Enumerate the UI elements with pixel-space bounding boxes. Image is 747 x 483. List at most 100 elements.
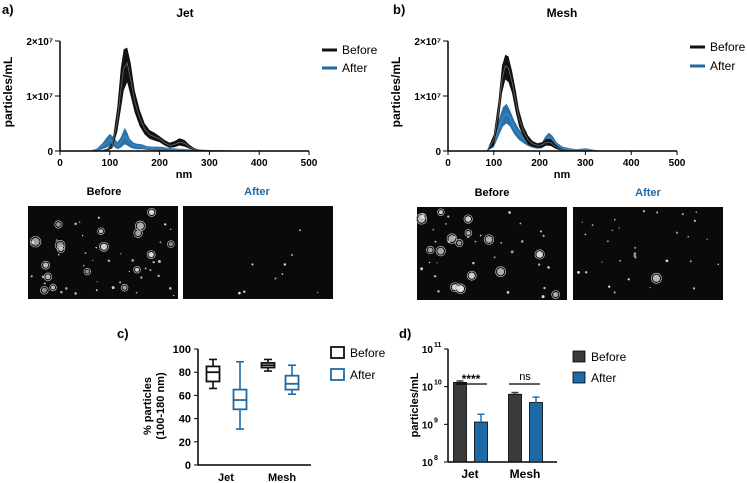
ytick-label: 40 xyxy=(179,414,191,426)
particle xyxy=(81,234,84,237)
particle xyxy=(148,251,154,258)
particle xyxy=(316,291,319,294)
particle xyxy=(448,235,456,243)
particle xyxy=(536,251,543,258)
particle xyxy=(649,287,651,289)
panel-a-micrograph-before xyxy=(28,206,178,299)
particle xyxy=(428,261,431,264)
legend-before-swatch xyxy=(572,350,586,363)
particle-halo xyxy=(455,238,464,248)
particle xyxy=(447,215,450,218)
ytick-label: 100 xyxy=(173,344,191,356)
particle xyxy=(120,253,122,255)
ytick-exponent: 11 xyxy=(434,342,442,349)
panel-b-xlabel: nm xyxy=(554,169,571,181)
particle xyxy=(584,233,587,236)
particle xyxy=(157,274,160,277)
particle xyxy=(619,259,622,262)
particle-halo xyxy=(651,272,662,284)
panel-c-boxes xyxy=(205,358,300,430)
particle xyxy=(437,290,440,293)
particle xyxy=(687,235,690,238)
particle xyxy=(420,214,425,219)
xtick-label: 300 xyxy=(201,158,218,169)
panel-b-before-particles xyxy=(415,208,560,299)
particle xyxy=(601,261,603,263)
particle-halo xyxy=(83,268,91,276)
series-mean-after xyxy=(89,134,240,152)
particle xyxy=(131,258,135,262)
particle xyxy=(274,277,277,280)
particle xyxy=(122,285,127,290)
particle xyxy=(169,228,172,231)
particle xyxy=(627,278,630,281)
particle xyxy=(466,230,471,236)
particle xyxy=(78,221,81,223)
xtick-label: 500 xyxy=(301,158,318,169)
particle xyxy=(136,222,144,230)
particle xyxy=(420,267,424,271)
box-after-mesh xyxy=(284,374,300,391)
particle xyxy=(607,240,609,243)
particle-halo xyxy=(54,240,66,251)
panel-a-micro-after-label: After xyxy=(244,186,270,198)
particle xyxy=(633,252,637,256)
particle xyxy=(521,240,524,243)
particle xyxy=(692,287,696,290)
ytick-label: 80 xyxy=(179,367,191,379)
series-mean-before xyxy=(99,61,210,152)
legend-after-swatch xyxy=(572,371,586,384)
particle xyxy=(500,241,503,244)
particle-halo xyxy=(54,220,63,229)
particle xyxy=(457,285,465,293)
particle-halo xyxy=(426,245,435,255)
particle xyxy=(633,254,637,258)
ytick-exponent: 9 xyxy=(434,417,438,424)
particle xyxy=(144,267,147,270)
particle-halo xyxy=(466,270,477,281)
particle xyxy=(681,213,684,216)
particle-halo xyxy=(40,285,49,295)
particle xyxy=(543,286,546,290)
panel-a-ylabel: particles/mL xyxy=(1,57,15,128)
particle-halo xyxy=(463,214,473,224)
particle-halo xyxy=(133,265,141,274)
panel-d-ylabel: particles/mL xyxy=(409,372,421,437)
particle xyxy=(634,246,637,249)
panel-c-ylabel-line1: % particles xyxy=(142,377,154,435)
particle xyxy=(472,261,475,265)
particle-halo xyxy=(464,229,473,237)
panel-d-legend: Before After xyxy=(572,350,627,385)
particle xyxy=(283,263,287,266)
box-before-jet xyxy=(205,365,221,383)
panel-a-after-particles xyxy=(238,229,319,295)
particle xyxy=(474,240,477,243)
particle xyxy=(84,252,87,255)
particle xyxy=(656,211,659,214)
panel-a-xlabel: nm xyxy=(176,169,193,181)
particle xyxy=(140,276,143,279)
particle xyxy=(717,263,720,266)
panel-b-micro-before-label: Before xyxy=(475,187,510,199)
series-band-before xyxy=(99,47,210,151)
particle xyxy=(92,259,94,262)
xtick-label: 0 xyxy=(445,158,451,169)
particle xyxy=(689,260,692,263)
panel-c-yticks: 100 80 60 40 20 0 xyxy=(173,344,198,472)
series-band-after xyxy=(89,127,240,151)
particle xyxy=(173,294,175,297)
panel-c-xtick-mesh: Mesh xyxy=(268,472,296,483)
legend-before-label: Before xyxy=(591,350,627,364)
particle xyxy=(57,253,60,256)
particle-halo xyxy=(446,233,458,244)
particle xyxy=(485,236,493,243)
panel-a-legend: Before After xyxy=(322,43,378,75)
particle-halo xyxy=(147,207,157,217)
particle-halo xyxy=(133,228,143,238)
ytick-label: 10 xyxy=(422,420,434,431)
panel-b-micrograph-after xyxy=(573,207,723,300)
particle xyxy=(168,242,173,247)
ytick-label: 20 xyxy=(179,437,191,449)
